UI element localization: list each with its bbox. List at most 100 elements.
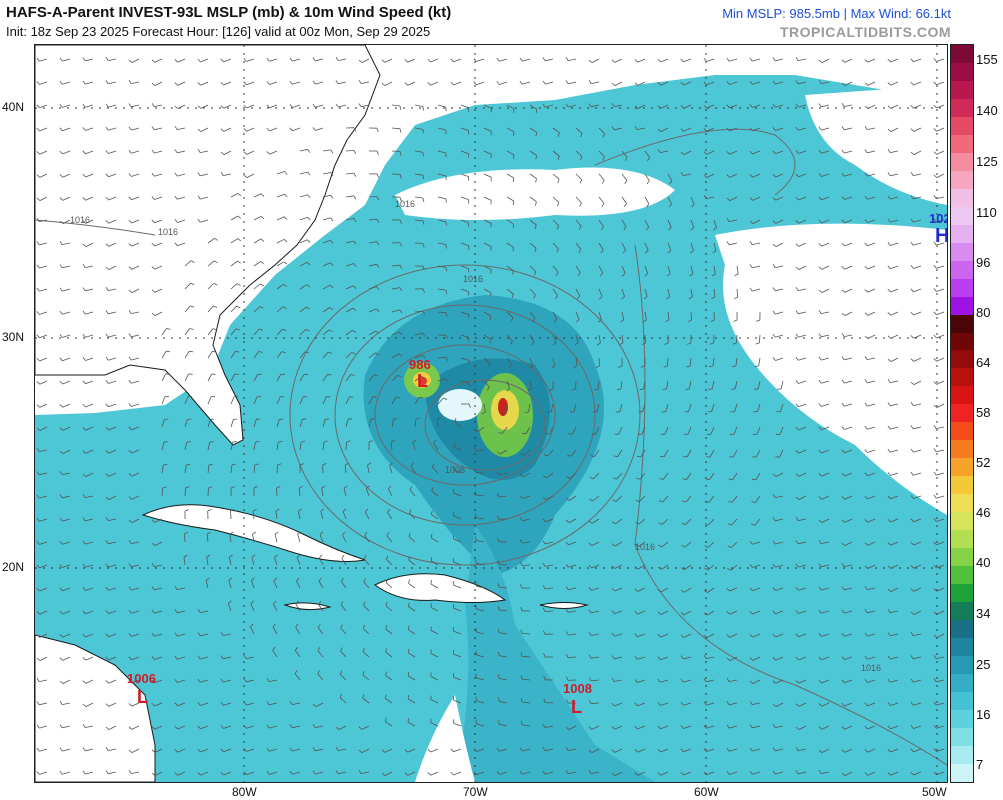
wind-barb-flag — [664, 342, 669, 345]
wind-barb-flag — [910, 401, 914, 406]
wind-barb-flag — [634, 633, 638, 637]
wind-barb — [867, 288, 876, 293]
wind-barb-flag — [82, 610, 86, 615]
wind-barb — [614, 127, 623, 131]
wind-barb-flag — [887, 288, 891, 293]
wind-barb — [85, 472, 94, 477]
wind-barb-flag — [273, 577, 278, 581]
wind-barb-flag — [445, 107, 447, 112]
wind-barb — [498, 564, 508, 566]
wind-barb-flag — [489, 316, 492, 321]
wind-barb-flag — [533, 271, 537, 276]
wind-barb — [867, 564, 876, 569]
wind-barb-flag — [205, 577, 210, 581]
wind-barb-flag — [795, 243, 800, 247]
wind-barb — [228, 557, 232, 566]
wind-barb-flag — [910, 771, 914, 776]
wind-barb — [529, 104, 538, 110]
wind-barb — [476, 81, 485, 86]
wind-barb-flag — [282, 328, 287, 331]
wind-barb — [640, 449, 646, 458]
wind-barb — [614, 58, 623, 63]
wind-barb-flag — [535, 201, 537, 206]
wind-barb — [506, 357, 512, 365]
wind-barb-flag — [708, 388, 713, 390]
wind-barb-flag — [887, 335, 892, 339]
wind-barb — [568, 564, 577, 568]
wind-barb — [177, 633, 186, 637]
wind-barb-flag — [82, 473, 87, 477]
wind-barb — [177, 587, 186, 590]
wind-barb-flag — [59, 220, 64, 224]
wind-barb-flag — [680, 655, 684, 660]
wind-barb — [154, 265, 163, 270]
wind-barb — [713, 288, 716, 297]
wind-barb — [798, 104, 807, 108]
wind-barb — [361, 771, 370, 774]
wind-barb — [391, 287, 400, 290]
wind-barb — [936, 771, 945, 776]
central-america — [35, 634, 156, 782]
wind-barb-flag — [59, 57, 63, 62]
wind-barb — [343, 488, 347, 497]
wind-barb — [590, 702, 600, 705]
wind-barb — [867, 656, 876, 660]
wind-barb — [391, 104, 400, 107]
wind-barb-flag — [151, 772, 156, 776]
wind-barb-flag — [566, 476, 571, 479]
wind-barb-flag — [162, 486, 167, 489]
wind-barb — [200, 679, 209, 683]
wind-barb — [499, 449, 508, 455]
wind-barb-flag — [818, 309, 822, 314]
wind-barb-flag — [841, 679, 845, 684]
wind-barb — [154, 173, 163, 177]
wind-barb — [154, 58, 163, 63]
wind-barb-flag — [749, 240, 753, 245]
wind-barb — [844, 58, 853, 63]
wind-barb — [545, 564, 554, 567]
wind-barb-flag — [243, 701, 247, 706]
map-title: HAFS-A-Parent INVEST-93L MSLP (mb) & 10m… — [6, 4, 452, 21]
wind-barb-flag — [128, 539, 132, 544]
wind-barb-flag — [36, 447, 40, 452]
wind-barb-flag — [151, 196, 155, 200]
wind-barb-flag — [214, 237, 219, 241]
wind-barb-flag — [342, 508, 347, 512]
wind-barb — [85, 334, 94, 338]
wind-barb-flag — [174, 172, 178, 177]
wind-barb — [345, 263, 354, 267]
system-1006-letter: L — [137, 687, 148, 707]
wind-barb — [775, 104, 784, 108]
wind-barb — [154, 518, 163, 523]
wind-barb-flag — [399, 219, 402, 224]
wind-barb-flag — [250, 623, 254, 628]
wind-barb — [844, 334, 853, 337]
map-panel[interactable]: 1016 1016 1016 1008 1016 1016 1016 986 L… — [34, 44, 948, 783]
wind-barb-flag — [496, 57, 500, 62]
wind-barb-flag — [749, 127, 753, 132]
colorbar-segment — [951, 80, 973, 99]
wind-barb-flag — [841, 609, 845, 614]
wind-barb — [297, 511, 301, 520]
wind-barb-flag — [772, 633, 776, 638]
wind-barb — [431, 490, 439, 497]
wind-barb — [108, 334, 117, 338]
wind-barb-flag — [220, 151, 225, 155]
wind-barb — [913, 656, 922, 660]
wind-barb — [390, 441, 393, 451]
wind-barb-flag — [184, 509, 189, 512]
wind-barb — [39, 173, 48, 178]
wind-barb — [867, 541, 876, 546]
wind-barb-flag — [680, 567, 685, 571]
wind-barb — [913, 702, 922, 706]
wind-barb — [391, 419, 394, 428]
wind-barb-flag — [105, 426, 109, 431]
wind-barb — [108, 518, 117, 521]
wind-barb-flag — [437, 416, 442, 420]
wind-field-map: 1016 1016 1016 1008 1016 1016 1016 — [35, 45, 947, 782]
wind-barb-flag — [295, 623, 299, 628]
wind-barb-flag — [566, 676, 569, 681]
wind-barb — [637, 127, 646, 130]
wind-barb — [798, 81, 807, 85]
wind-barb — [131, 219, 140, 224]
